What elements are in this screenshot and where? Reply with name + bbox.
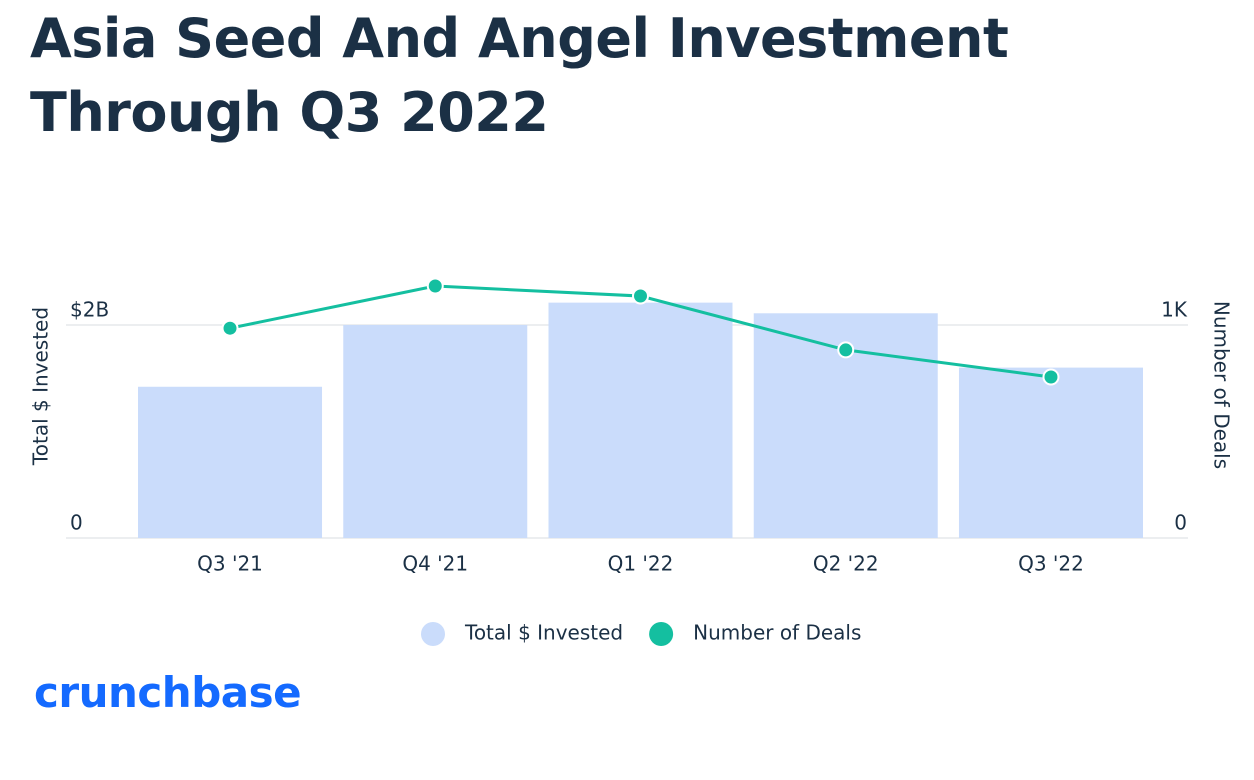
line-marker — [1042, 368, 1060, 386]
bar — [548, 302, 733, 538]
chart-title: Asia Seed And Angel Investment Through Q… — [30, 7, 1009, 144]
x-tick-label: Q4 '21 — [402, 552, 468, 576]
line-marker — [837, 341, 855, 359]
x-tick-label: Q1 '22 — [608, 552, 674, 576]
legend-label: Number of Deals — [693, 621, 861, 645]
legend-swatch — [649, 622, 674, 646]
bar — [138, 386, 323, 538]
bar — [958, 367, 1143, 538]
y-tick-label: $2B — [70, 298, 109, 322]
y2-tick-label: 1K — [1161, 298, 1188, 322]
legend-label: Total $ Invested — [464, 621, 623, 645]
y-tick-label: 0 — [70, 511, 83, 535]
line-marker — [221, 319, 239, 337]
x-tick-label: Q3 '22 — [1018, 552, 1084, 576]
bar — [343, 325, 528, 538]
logo: crunchbase — [34, 668, 302, 717]
legend-swatch — [421, 622, 445, 646]
y2-tick-label: 0 — [1174, 511, 1187, 535]
x-tick-label: Q3 '21 — [197, 552, 263, 576]
y-axis-label: Total $ Invested — [29, 307, 53, 466]
y2-axis-label: Number of Deals — [1210, 301, 1234, 469]
line-marker — [632, 287, 649, 305]
x-tick-label: Q2 '22 — [813, 552, 879, 576]
line-marker — [426, 277, 444, 295]
